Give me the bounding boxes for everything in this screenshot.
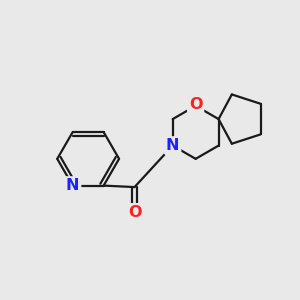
- Text: N: N: [166, 138, 179, 153]
- Text: O: O: [128, 205, 141, 220]
- Text: O: O: [189, 97, 202, 112]
- Text: N: N: [66, 178, 80, 193]
